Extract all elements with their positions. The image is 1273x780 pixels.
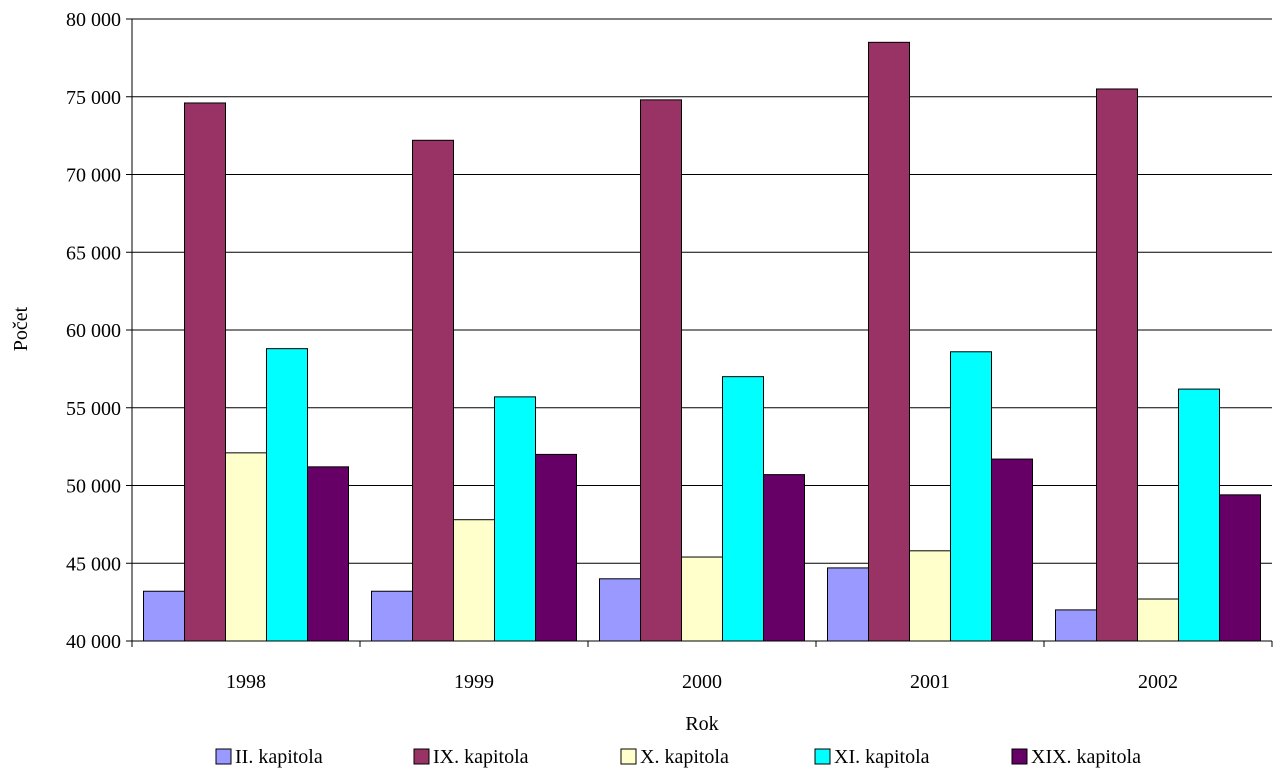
bar — [412, 139, 454, 642]
x-tick-label: 2001 — [910, 671, 950, 693]
bar — [681, 556, 723, 642]
bar — [722, 376, 764, 642]
bar — [1055, 609, 1097, 642]
x-tick-label: 2002 — [1138, 671, 1178, 693]
bar — [599, 578, 641, 642]
bar — [143, 590, 185, 642]
bar — [991, 458, 1033, 642]
bar — [640, 99, 682, 642]
legend-label: XIX. kapitola — [1031, 746, 1141, 768]
legend-label: II. kapitola — [235, 746, 323, 768]
bar — [225, 452, 267, 642]
x-tick-labels: 1998 1999 2000 2001 2002 — [226, 671, 1178, 693]
legend-swatch — [1011, 748, 1028, 765]
y-tick-label: 40 000 — [66, 631, 121, 653]
bar — [535, 453, 577, 642]
bar — [371, 590, 413, 642]
y-tick-label: 45 000 — [66, 553, 121, 575]
bar — [307, 466, 349, 642]
bar — [266, 348, 308, 642]
bar — [494, 396, 536, 642]
bar — [909, 550, 951, 642]
y-tick-label: 80 000 — [66, 9, 121, 31]
x-tick-label: 1998 — [226, 671, 266, 693]
x-axis-title: Rok — [685, 713, 718, 735]
bar — [1219, 494, 1261, 642]
bar — [1137, 598, 1179, 642]
axes — [126, 18, 1273, 647]
bar — [827, 567, 869, 642]
legend: II. kapitola IX. kapitola X. kapitola XI. k… — [215, 746, 1141, 768]
legend-swatch — [215, 748, 232, 765]
legend-swatch — [413, 748, 430, 765]
bar — [868, 41, 910, 642]
y-tick-label: 75 000 — [66, 87, 121, 109]
y-tick-labels: 40 000 45 000 50 000 55 000 60 000 65 000 70 0… — [66, 9, 121, 653]
y-tick-label: 60 000 — [66, 320, 121, 342]
bar — [453, 519, 495, 642]
y-tick-label: 50 000 — [66, 476, 121, 498]
x-tick-label: 2000 — [682, 671, 722, 693]
legend-label: X. kapitola — [640, 746, 729, 768]
legend-label: XI. kapitola — [834, 746, 930, 768]
bar — [950, 351, 992, 642]
bar — [184, 102, 226, 642]
legend-swatch — [814, 748, 831, 765]
legend-label: IX. kapitola — [433, 746, 529, 768]
bar — [1178, 388, 1220, 642]
bar — [763, 474, 805, 642]
y-tick-label: 70 000 — [66, 165, 121, 187]
x-tick-label: 1999 — [454, 671, 494, 693]
y-axis-title: Počet — [10, 306, 32, 351]
bar — [1096, 88, 1138, 642]
bars — [143, 41, 1261, 642]
y-tick-label: 55 000 — [66, 398, 121, 420]
legend-swatch — [620, 748, 637, 765]
y-tick-label: 65 000 — [66, 242, 121, 264]
